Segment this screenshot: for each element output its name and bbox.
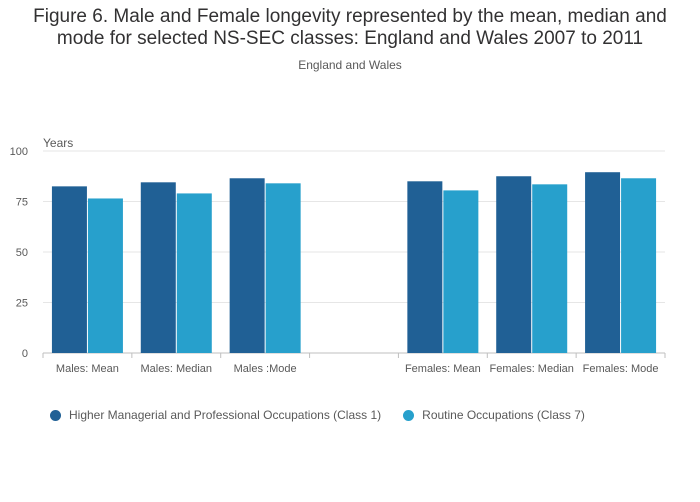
bar	[87, 198, 123, 353]
y-tick-label: 50	[16, 247, 28, 259]
bar	[585, 172, 621, 353]
y-axis-label: Years	[43, 136, 73, 150]
chart-legend: Higher Managerial and Professional Occup…	[50, 408, 607, 422]
legend-label-class7: Routine Occupations (Class 7)	[422, 408, 585, 422]
bar	[265, 183, 301, 353]
legend-item-class7[interactable]: Routine Occupations (Class 7)	[403, 408, 585, 422]
bar	[621, 178, 657, 353]
x-tick-label: Females: Median	[490, 363, 574, 375]
x-tick-label: Males :Mode	[234, 363, 297, 375]
bar	[229, 178, 265, 353]
legend-swatch-class1	[50, 409, 61, 421]
bar	[532, 184, 568, 353]
y-tick-label: 25	[16, 298, 28, 310]
bar	[140, 182, 176, 353]
chart-title: Figure 6. Male and Female longevity repr…	[33, 6, 667, 49]
legend-item-class1[interactable]: Higher Managerial and Professional Occup…	[50, 408, 381, 422]
x-tick-label: Females: Mode	[583, 363, 659, 375]
bar	[51, 186, 87, 353]
x-tick-label: Males: Mean	[56, 363, 119, 375]
chart-subtitle: England and Wales	[298, 58, 402, 72]
x-tick-label: Males: Median	[141, 363, 213, 375]
x-tick-label: Females: Mean	[405, 363, 481, 375]
legend-label-class1: Higher Managerial and Professional Occup…	[69, 408, 382, 422]
bar	[407, 181, 443, 353]
bar	[176, 193, 212, 353]
bar	[496, 176, 532, 353]
y-tick-label: 100	[10, 146, 28, 158]
bar	[443, 190, 479, 353]
legend-swatch-class7	[403, 409, 415, 421]
y-tick-label: 0	[22, 348, 28, 360]
y-tick-label: 75	[16, 197, 28, 209]
